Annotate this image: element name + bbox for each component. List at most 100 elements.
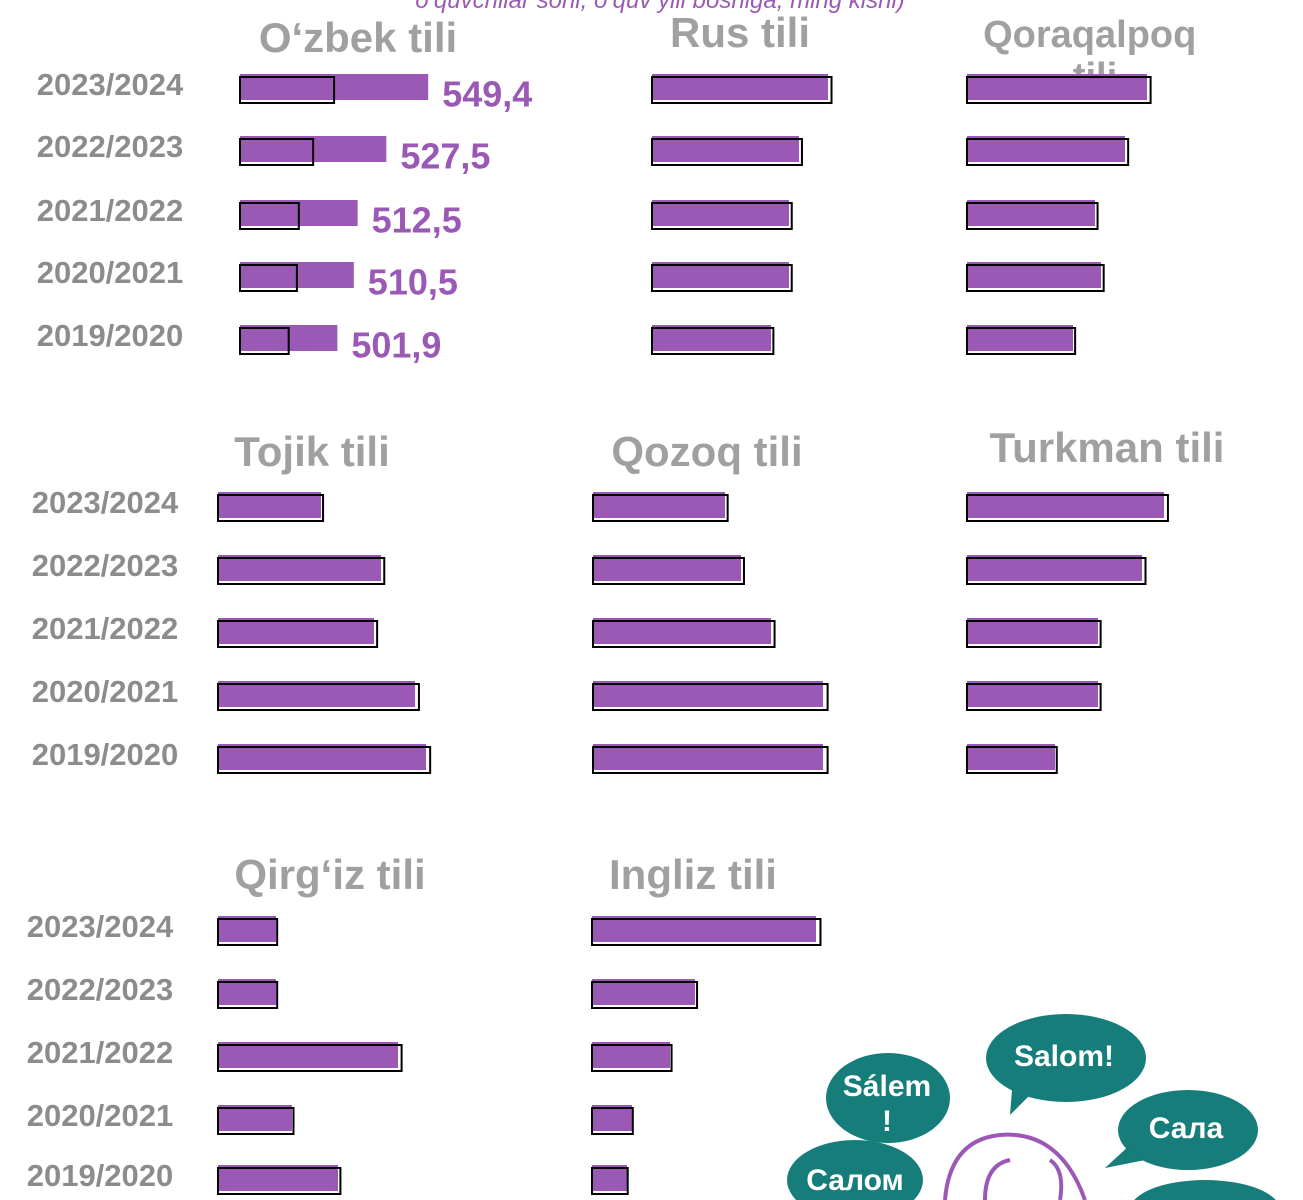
bar-outline xyxy=(217,1044,403,1072)
bubble-text: ! xyxy=(882,1105,892,1138)
bar-outline xyxy=(217,1167,342,1195)
bar-outline xyxy=(966,620,1102,648)
category-label: 2019/2020 xyxy=(37,318,184,353)
bar-outline xyxy=(592,557,745,585)
bar-outline xyxy=(966,264,1105,292)
bar xyxy=(967,262,1101,288)
bar-outline xyxy=(239,138,315,166)
bar xyxy=(593,555,741,581)
bar xyxy=(218,555,381,581)
bar xyxy=(652,136,799,162)
bubble-tail xyxy=(1010,1090,1030,1115)
bubble xyxy=(1134,1180,1276,1200)
bar-outline xyxy=(217,494,325,522)
bar-outline xyxy=(217,557,386,585)
bar xyxy=(652,200,789,226)
category-label: 2022/2023 xyxy=(27,972,174,1007)
bar-outline xyxy=(239,264,298,292)
bar xyxy=(967,681,1098,707)
bar xyxy=(593,492,725,518)
value-label: 501,9 xyxy=(351,325,441,366)
bar xyxy=(218,1105,292,1131)
category-label: 2020/2021 xyxy=(37,255,184,290)
category-label: 2022/2023 xyxy=(32,548,179,583)
bar-outline xyxy=(239,202,300,230)
bar-outline xyxy=(591,1167,629,1195)
bar xyxy=(218,681,415,707)
bar-outline xyxy=(591,1044,673,1072)
illustration: Salom! Sálem ! Сала Салом xyxy=(787,1014,1276,1200)
face-detail xyxy=(983,1158,1064,1200)
bar-outline xyxy=(592,494,729,522)
bar xyxy=(967,136,1125,162)
bar xyxy=(218,916,276,942)
category-label: 2021/2022 xyxy=(27,1035,174,1070)
bar xyxy=(967,74,1147,100)
bar xyxy=(592,916,816,942)
panel-title: Qozoq tili xyxy=(611,428,802,475)
panel-title: Rus tili xyxy=(670,9,810,56)
face-outline xyxy=(943,1132,1087,1200)
bar xyxy=(593,618,771,644)
bar xyxy=(592,1105,632,1131)
category-label: 2020/2021 xyxy=(27,1098,174,1133)
bar-outline xyxy=(591,981,699,1009)
bar xyxy=(218,1165,338,1191)
category-label: 2023/2024 xyxy=(27,909,174,944)
bar-outline xyxy=(591,918,822,946)
panel-title: Qirg‘iz tili xyxy=(234,851,425,898)
panel-title: Tojik tili xyxy=(234,428,390,475)
bar xyxy=(967,618,1098,644)
category-label: 2019/2020 xyxy=(32,737,179,772)
bar-outline xyxy=(239,76,336,104)
bar-outline xyxy=(592,620,776,648)
bar xyxy=(218,618,374,644)
bar xyxy=(967,200,1095,226)
bar xyxy=(218,979,276,1005)
bar-outline xyxy=(966,202,1099,230)
bar xyxy=(592,979,695,1005)
subtitle: o‘quvchilar soni, o‘quv yili boshiga, mi… xyxy=(415,0,905,14)
bar-outline xyxy=(966,494,1169,522)
bubble-text: Салом xyxy=(806,1164,904,1197)
bar xyxy=(967,325,1073,351)
bar xyxy=(593,681,823,707)
bar-outline xyxy=(592,683,829,711)
bar-outline xyxy=(966,138,1130,166)
value-label: 510,5 xyxy=(368,262,458,303)
bar xyxy=(218,744,426,770)
bar-outline xyxy=(966,557,1147,585)
category-label: 2021/2022 xyxy=(32,611,179,646)
bubble xyxy=(826,1053,950,1143)
bar-outline xyxy=(966,76,1152,104)
bubble xyxy=(986,1014,1146,1102)
bubble xyxy=(1118,1090,1258,1170)
value-label: 512,5 xyxy=(372,200,462,241)
panel-title: Turkman tili xyxy=(990,424,1225,471)
bar-outline xyxy=(592,746,829,774)
panel-title: Ingliz tili xyxy=(609,851,777,898)
bar-outline xyxy=(217,746,432,774)
panel-title: O‘zbek tili xyxy=(259,14,457,61)
bubble-text: Salom! xyxy=(1014,1040,1114,1073)
bubble-tail xyxy=(1105,1145,1145,1168)
bar-outline xyxy=(651,202,793,230)
bar xyxy=(652,74,828,100)
bubble-text: Сала xyxy=(1149,1112,1224,1145)
category-label: 2023/2024 xyxy=(32,485,179,520)
bar-outline xyxy=(966,683,1102,711)
bar xyxy=(592,1165,627,1191)
bar-outline xyxy=(217,683,420,711)
bar-outline xyxy=(239,327,290,355)
bubble-text: Sálem xyxy=(843,1070,931,1103)
bar xyxy=(218,1042,398,1068)
bar-outline xyxy=(217,1107,295,1135)
bar-outline xyxy=(591,1107,634,1135)
bar xyxy=(967,744,1055,770)
bar xyxy=(593,744,823,770)
bar xyxy=(967,492,1164,518)
bar-outline xyxy=(217,918,279,946)
bar-outline xyxy=(217,981,279,1009)
value-label: 549,4 xyxy=(442,74,532,115)
